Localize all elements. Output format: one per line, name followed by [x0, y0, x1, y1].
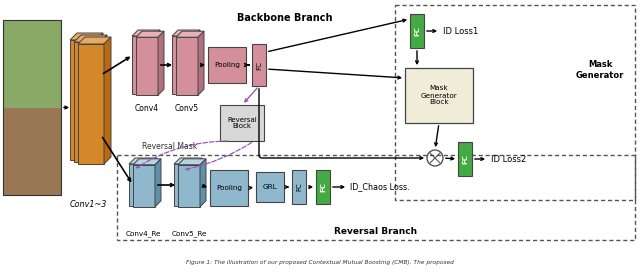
Bar: [220, 105, 264, 141]
Polygon shape: [174, 158, 202, 164]
Text: Pooling: Pooling: [214, 62, 240, 68]
Polygon shape: [174, 164, 196, 206]
Polygon shape: [178, 159, 206, 165]
Bar: [405, 68, 473, 123]
Polygon shape: [155, 159, 161, 207]
Text: Reversal Mask: Reversal Mask: [142, 142, 198, 151]
Text: ID_Chaos Loss.: ID_Chaos Loss.: [350, 183, 410, 191]
Bar: [395, 5, 635, 200]
Text: Conv4: Conv4: [135, 104, 159, 113]
Polygon shape: [104, 37, 111, 164]
Polygon shape: [96, 33, 103, 160]
Text: GRL: GRL: [262, 184, 277, 190]
Polygon shape: [176, 37, 198, 95]
Polygon shape: [129, 164, 151, 206]
Bar: [117, 155, 635, 240]
Polygon shape: [133, 159, 161, 165]
Text: Backbone Branch: Backbone Branch: [237, 13, 333, 23]
Polygon shape: [78, 37, 111, 44]
Text: ID Loss1: ID Loss1: [443, 26, 478, 36]
Text: Mask
Generator
Block: Mask Generator Block: [420, 85, 458, 106]
Text: FC: FC: [414, 26, 420, 36]
Polygon shape: [74, 42, 100, 162]
Polygon shape: [151, 158, 157, 206]
Bar: [3, 107, 61, 195]
Polygon shape: [198, 31, 204, 95]
Polygon shape: [132, 36, 154, 94]
Polygon shape: [136, 31, 164, 37]
Text: Conv4_Re: Conv4_Re: [125, 230, 161, 237]
Text: ID Loss2: ID Loss2: [491, 154, 526, 163]
Polygon shape: [129, 158, 157, 164]
Text: Conv5_Re: Conv5_Re: [172, 230, 207, 237]
Polygon shape: [78, 44, 104, 164]
Bar: [458, 142, 472, 176]
Bar: [410, 14, 424, 48]
Text: Figure 1: The illustration of our proposed Contextual Mutual Boosting (CMB). The: Figure 1: The illustration of our propos…: [186, 260, 454, 265]
Polygon shape: [176, 31, 204, 37]
Bar: [3, 20, 61, 195]
Bar: [292, 170, 306, 204]
Bar: [210, 170, 248, 206]
Text: Reversal Branch: Reversal Branch: [335, 227, 417, 236]
Polygon shape: [74, 35, 107, 42]
Text: Pooling: Pooling: [216, 185, 242, 191]
Text: FC: FC: [462, 154, 468, 164]
Bar: [316, 170, 330, 204]
Text: Conv1~3: Conv1~3: [69, 200, 107, 209]
Polygon shape: [136, 37, 158, 95]
Text: FC: FC: [256, 60, 262, 70]
Text: FC: FC: [296, 183, 302, 191]
Polygon shape: [154, 30, 160, 94]
Text: Mask
Generator: Mask Generator: [576, 60, 624, 80]
Polygon shape: [133, 165, 155, 207]
Polygon shape: [172, 30, 200, 36]
Text: FC: FC: [320, 182, 326, 192]
Polygon shape: [100, 35, 107, 162]
Polygon shape: [132, 30, 160, 36]
Bar: [252, 44, 266, 86]
Bar: [256, 172, 284, 202]
Polygon shape: [172, 36, 194, 94]
Text: Reversal
Block: Reversal Block: [227, 116, 257, 129]
Polygon shape: [70, 33, 103, 40]
Polygon shape: [200, 159, 206, 207]
Polygon shape: [196, 158, 202, 206]
Polygon shape: [70, 40, 96, 160]
Polygon shape: [178, 165, 200, 207]
Bar: [3, 20, 61, 107]
Polygon shape: [194, 30, 200, 94]
Polygon shape: [158, 31, 164, 95]
Text: Conv5: Conv5: [175, 104, 199, 113]
Bar: [3, 20, 61, 195]
Bar: [208, 47, 246, 83]
